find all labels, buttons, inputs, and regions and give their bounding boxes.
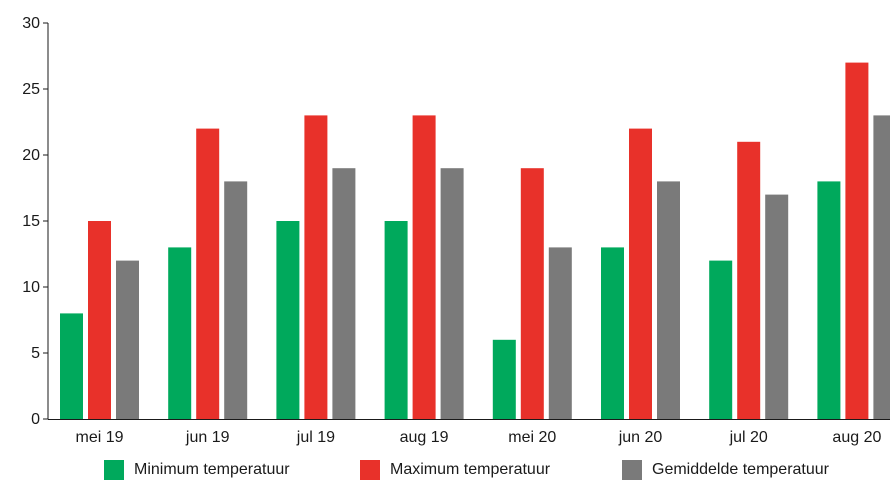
x-tick-label: jul 20 bbox=[729, 429, 768, 446]
legend-label-minimum: Minimum temperatuur bbox=[134, 461, 290, 478]
bar-gemiddelde bbox=[332, 168, 356, 419]
x-tick-label: jul 19 bbox=[296, 429, 335, 446]
y-tick-label: 0 bbox=[31, 411, 40, 428]
bar-gemiddelde bbox=[440, 168, 464, 419]
y-tick-label: 25 bbox=[22, 81, 40, 98]
y-tick-label: 10 bbox=[22, 279, 40, 296]
bar-minimum bbox=[492, 339, 516, 419]
bar-maximum bbox=[520, 168, 544, 419]
legend-swatch-gemiddelde bbox=[622, 460, 642, 480]
legend-swatch-maximum bbox=[360, 460, 380, 480]
bar-gemiddelde bbox=[224, 181, 248, 419]
bar-gemiddelde bbox=[116, 260, 139, 419]
bar-maximum bbox=[845, 62, 869, 419]
x-tick-label: jun 19 bbox=[185, 429, 230, 446]
bar-gemiddelde bbox=[765, 194, 789, 419]
y-tick-label: 30 bbox=[22, 15, 40, 32]
x-tick-label: jun 20 bbox=[618, 429, 663, 446]
bar-minimum bbox=[709, 260, 733, 419]
bar-maximum bbox=[196, 128, 220, 419]
bar-gemiddelde bbox=[657, 181, 680, 419]
bar-minimum bbox=[276, 221, 300, 419]
bar-minimum bbox=[817, 181, 841, 419]
y-tick-label: 5 bbox=[31, 345, 40, 362]
bar-maximum bbox=[88, 221, 111, 419]
bar-maximum bbox=[412, 115, 436, 420]
legend-item-maximum: Maximum temperatuur bbox=[360, 459, 550, 481]
bars bbox=[60, 62, 890, 420]
bar-minimum bbox=[168, 247, 192, 419]
x-tick-label: mei 20 bbox=[508, 429, 556, 446]
x-tick-label: aug 20 bbox=[832, 429, 881, 446]
y-tick-label: 20 bbox=[22, 147, 40, 164]
legend-label-gemiddelde: Gemiddelde temperatuur bbox=[652, 461, 829, 478]
bar-minimum bbox=[601, 247, 624, 419]
bar-minimum bbox=[384, 221, 408, 419]
bar-gemiddelde bbox=[548, 247, 572, 419]
bar-maximum bbox=[304, 115, 328, 420]
legend: Minimum temperatuur Maximum temperatuur … bbox=[0, 459, 890, 481]
x-tick-label: mei 19 bbox=[75, 429, 123, 446]
legend-swatch-minimum bbox=[104, 460, 124, 480]
legend-label-maximum: Maximum temperatuur bbox=[390, 461, 551, 478]
bar-maximum bbox=[737, 141, 761, 420]
y-tick-label: 15 bbox=[22, 213, 40, 230]
x-tick-label: aug 19 bbox=[400, 429, 449, 446]
bar-minimum bbox=[60, 313, 83, 419]
bar-maximum bbox=[629, 128, 652, 419]
legend-item-gemiddelde: Gemiddelde temperatuur bbox=[622, 459, 829, 481]
y-axis: 0 5 10 15 20 25 30 bbox=[22, 15, 49, 428]
bar-gemiddelde bbox=[873, 115, 890, 420]
legend-item-minimum: Minimum temperatuur bbox=[104, 459, 290, 481]
x-axis: mei 19 jun 19 jul 19 aug 19 mei 20 jun 20 jul … bbox=[48, 419, 890, 446]
